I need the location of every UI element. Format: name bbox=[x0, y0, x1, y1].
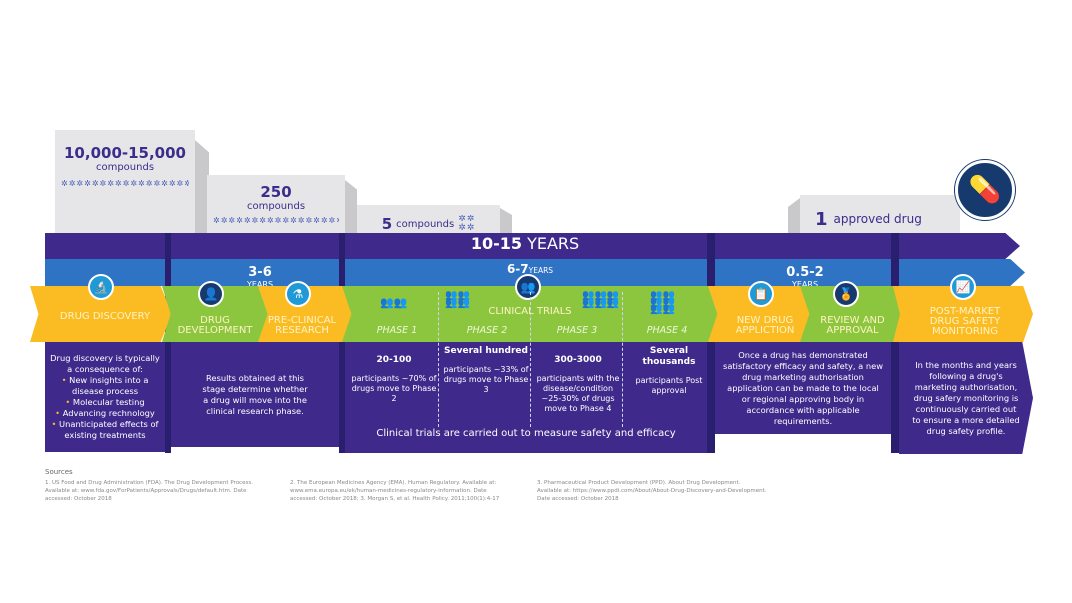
unit: approved drug bbox=[833, 212, 922, 226]
funnel-compounds-10000: 10,000-15,000 compounds ✲✲✲✲✲✲✲✲✲✲✲✲✲✲✲✲… bbox=[55, 130, 195, 243]
compound-dots: ✲✲✲✲✲✲✲✲✲✲✲✲✲✲✲✲✲✲✲✲✲✲✲✲✲✲✲✲✲✲✲✲✲✲✲✲ bbox=[213, 216, 339, 225]
phase-3-details: 300-3000 participants with the disease/co… bbox=[533, 355, 623, 414]
funnel-block-side bbox=[345, 180, 357, 243]
group-icon: 👥 bbox=[515, 274, 541, 300]
source-item: 2. The European Medicines Agency (EMA). … bbox=[290, 480, 500, 502]
crowd-icon: 👥👥 👥👥 bbox=[445, 290, 470, 309]
early-duration: 3-6 YEARS bbox=[246, 265, 274, 290]
phase-1-details: 20-100 participants ~70% of drugs move to… bbox=[349, 355, 439, 404]
participants-count: Several thousands bbox=[642, 346, 696, 367]
phase-text: participants ~70% of drugs move to Phase… bbox=[351, 374, 437, 403]
stage-label: NEW DRUG APPLICTION bbox=[735, 315, 795, 336]
phase-2-details: Several hundred participants ~33% of drug… bbox=[441, 346, 531, 395]
chart-line-icon: 📈 bbox=[950, 274, 976, 300]
count: 1 bbox=[815, 208, 828, 230]
participants-count: Several hundred bbox=[444, 346, 528, 356]
phase-2-label: PHASE 2 bbox=[466, 325, 508, 336]
microscope-icon: 🔬 bbox=[88, 274, 114, 300]
phase-text: participants Post approval bbox=[635, 376, 703, 395]
participants-count: 20-100 bbox=[376, 355, 412, 365]
clipboard-icon: 📋 bbox=[748, 281, 774, 307]
phase-4-label: PHASE 4 bbox=[646, 325, 688, 336]
crowd-icon: 👥👥 bbox=[380, 296, 408, 309]
divider bbox=[707, 233, 715, 453]
scientist-icon: 👤 bbox=[198, 281, 224, 307]
phase-4-details: Several thousands participants Post appro… bbox=[624, 346, 714, 396]
count: 5 bbox=[381, 215, 393, 233]
phase-divider bbox=[622, 292, 623, 427]
bullet: Advancing rechnology bbox=[49, 408, 161, 419]
unit: compounds bbox=[95, 162, 155, 173]
clinical-box bbox=[345, 342, 707, 453]
source-item: 3. Pharmaceutical Product Development (P… bbox=[537, 480, 767, 502]
approval-description: Once a drug has demonstrated satisfactor… bbox=[715, 342, 891, 434]
lab-icon: ⚗ bbox=[285, 281, 311, 307]
phase-text: participants ~33% of drugs move to Phase… bbox=[443, 365, 529, 394]
compound-dots: ✲✲ ✲✲ bbox=[458, 215, 476, 233]
sources-title: Sources bbox=[45, 468, 73, 476]
stage-label: REVIEW AND APPROVAL bbox=[820, 315, 885, 336]
participants-count: 300-3000 bbox=[554, 355, 602, 365]
divider bbox=[165, 233, 171, 453]
bullet: New insights into a disease process bbox=[49, 375, 161, 397]
crowd-icon: 👥👥👥👥👥👥 bbox=[650, 290, 675, 315]
stage-label: POST-MARKET DRUG SAFETY MONITORING bbox=[929, 306, 1001, 337]
unit: compounds bbox=[246, 201, 306, 212]
total-duration: 10-15 YEARS bbox=[470, 234, 580, 253]
stage-label: DRUG DEVELOPMENT bbox=[177, 315, 253, 336]
stage-label: PRE-CLINICAL RESEARCH bbox=[267, 315, 337, 336]
funnel-block-side bbox=[195, 140, 209, 243]
discovery-bullets: New insights into a disease process Mole… bbox=[49, 375, 161, 441]
crowd-icon: 👥👥👥👥👥👥 bbox=[582, 290, 620, 309]
pill-bottle-icon: 💊 bbox=[955, 160, 1015, 220]
funnel-compounds-250: 250 compounds ✲✲✲✲✲✲✲✲✲✲✲✲✲✲✲✲✲✲✲✲✲✲✲✲✲✲… bbox=[207, 175, 345, 243]
phase-text: participants with the disease/condition … bbox=[536, 374, 620, 413]
stage-label: DRUG DISCOVERY bbox=[59, 311, 151, 322]
clinical-footer: Clinical trials are carried out to measu… bbox=[376, 428, 676, 439]
approval-duration: 0.5-2 YEARS bbox=[786, 265, 824, 290]
postmarket-description: In the months and years following a drug… bbox=[899, 342, 1033, 454]
discovery-description: Drug discovery is typically a consequenc… bbox=[45, 342, 165, 452]
divider bbox=[339, 233, 345, 453]
compound-dots: ✲✲✲✲✲✲✲✲✲✲✲✲✲✲✲✲✲✲✲✲✲✲✲✲✲✲✲✲✲✲✲✲✲✲✲✲✲✲✲✲… bbox=[61, 179, 189, 188]
phase-1-label: PHASE 1 bbox=[376, 325, 418, 336]
funnel-block-side bbox=[788, 198, 800, 243]
divider bbox=[891, 233, 899, 453]
source-item: 1. US Food and Drug Administration (FDA)… bbox=[45, 480, 253, 502]
development-description: Results obtained at this stage determine… bbox=[171, 342, 339, 447]
bullet: Unanticipated effects of existing treatm… bbox=[49, 419, 161, 441]
clinical-duration: 6-7YEARS bbox=[506, 262, 554, 276]
phase-3-label: PHASE 3 bbox=[556, 325, 598, 336]
unit: compounds bbox=[396, 218, 455, 230]
phase-divider bbox=[438, 292, 439, 427]
phase-divider bbox=[530, 292, 531, 427]
discovery-intro: Drug discovery is typically a consequenc… bbox=[50, 353, 160, 374]
timeline-band-top bbox=[45, 233, 1020, 259]
count: 250 bbox=[260, 183, 292, 201]
bullet: Molecular testing bbox=[49, 397, 161, 408]
count: 10,000-15,000 bbox=[64, 144, 186, 162]
award-icon: 🏅 bbox=[833, 281, 859, 307]
